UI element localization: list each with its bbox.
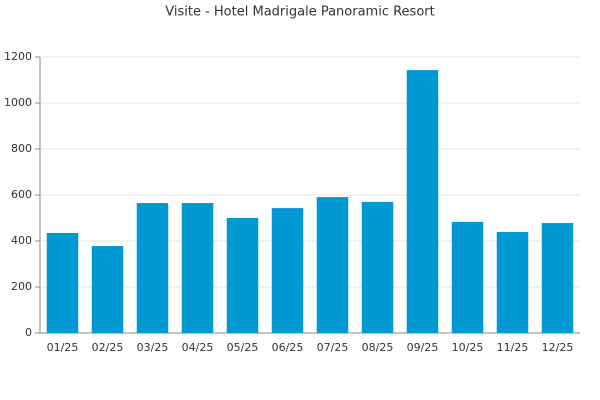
- y-tick-label: 200: [11, 280, 32, 293]
- x-tick-label: 09/25: [407, 341, 439, 354]
- y-tick-label: 600: [11, 188, 32, 201]
- bar: [46, 232, 79, 333]
- x-tick-label: 01/25: [47, 341, 79, 354]
- x-tick-label: 08/25: [362, 341, 394, 354]
- x-tick-label: 06/25: [272, 341, 304, 354]
- bar: [451, 221, 484, 333]
- y-tick-label: 800: [11, 142, 32, 155]
- bar: [136, 203, 169, 333]
- x-tick-label: 04/25: [182, 341, 214, 354]
- x-tick-label: 10/25: [452, 341, 484, 354]
- x-tick-label: 12/25: [542, 341, 574, 354]
- bar: [541, 223, 574, 333]
- bar: [361, 201, 394, 333]
- x-tick-label: 05/25: [227, 341, 259, 354]
- bar: [496, 232, 529, 333]
- y-tick-label: 400: [11, 234, 32, 247]
- bar: [91, 246, 124, 333]
- bar: [226, 218, 259, 333]
- x-tick-label: 03/25: [137, 341, 169, 354]
- chart-title: Visite - Hotel Madrigale Panoramic Resor…: [165, 5, 434, 20]
- x-tick-label: 02/25: [92, 341, 124, 354]
- bar: [406, 70, 439, 334]
- bar: [316, 197, 349, 333]
- y-tick-label: 1000: [4, 96, 32, 109]
- x-tick-label: 11/25: [497, 341, 529, 354]
- bar: [271, 208, 304, 333]
- bar: [181, 203, 214, 333]
- y-tick-label: 0: [25, 326, 32, 339]
- x-tick-label: 07/25: [317, 341, 349, 354]
- y-tick-label: 1200: [4, 50, 32, 63]
